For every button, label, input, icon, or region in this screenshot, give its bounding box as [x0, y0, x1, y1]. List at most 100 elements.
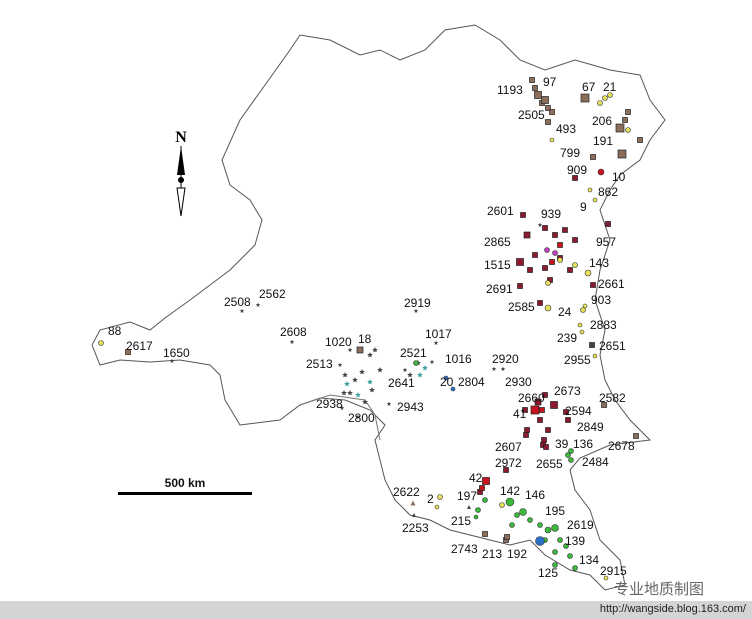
site-marker [527, 517, 533, 523]
north-arrow: N [175, 129, 187, 217]
site-marker [537, 522, 543, 528]
site-label: 2651 [599, 339, 626, 353]
site-label: 2585 [508, 300, 535, 314]
site-label: 143 [589, 256, 609, 270]
site-marker [592, 197, 598, 203]
site-marker [342, 372, 348, 378]
site-marker [169, 358, 175, 363]
site-marker [542, 225, 548, 231]
site-label: 88 [108, 324, 122, 338]
site-marker [367, 379, 373, 385]
site-label: 2915 [600, 564, 627, 578]
country-border [91, 24, 666, 591]
site-marker [590, 282, 596, 288]
site-marker [527, 267, 533, 273]
site-marker [545, 280, 551, 286]
site-marker [410, 500, 416, 506]
site-marker [565, 417, 571, 423]
site-marker [412, 513, 416, 517]
site-marker [520, 212, 526, 218]
site-label: 213 [482, 547, 502, 561]
site-marker [549, 259, 555, 265]
site-label: 2691 [486, 282, 513, 296]
site-marker [539, 407, 545, 413]
site-label: 2484 [582, 455, 609, 469]
site-label: 139 [565, 534, 585, 548]
site-marker [517, 283, 523, 289]
site-marker [530, 405, 540, 415]
site-marker [577, 322, 583, 328]
site-marker [505, 497, 515, 507]
site-marker [572, 237, 578, 243]
site-marker [482, 497, 488, 503]
site-label: 42 [469, 471, 483, 485]
site-label: 215 [451, 514, 471, 528]
site-marker [339, 405, 345, 410]
site-marker [552, 250, 558, 256]
site-marker [625, 109, 631, 115]
site-marker [417, 372, 423, 378]
site-label: 799 [560, 146, 580, 160]
site-marker [491, 366, 497, 371]
site-marker [552, 549, 558, 555]
site-label: 2617 [126, 339, 153, 353]
site-marker [355, 392, 361, 398]
site-marker [413, 308, 419, 313]
site-marker [549, 109, 555, 115]
site-marker [377, 367, 383, 373]
site-marker [552, 232, 558, 238]
site-label: 2849 [577, 420, 604, 434]
site-marker [369, 387, 375, 393]
site-label: 97 [543, 75, 557, 89]
site-marker [565, 452, 571, 458]
site-label: 2608 [280, 325, 307, 339]
site-marker [587, 187, 593, 193]
site-label: 67 [582, 80, 596, 94]
site-marker [407, 372, 413, 378]
source-url[interactable]: http://wangside.blog.163.com/ [599, 603, 746, 615]
site-marker [563, 543, 569, 549]
site-marker [542, 392, 548, 398]
site-label: 146 [525, 488, 545, 502]
site-marker [567, 267, 573, 273]
site-label: 2919 [404, 296, 431, 310]
site-label: 41 [513, 407, 527, 421]
site-marker [537, 222, 543, 227]
site-marker [347, 390, 353, 396]
site-marker [557, 242, 563, 248]
site-marker [543, 444, 549, 450]
site-marker [519, 508, 527, 516]
site-marker [434, 504, 440, 510]
site-label: 2920 [492, 352, 519, 366]
site-label: 136 [573, 437, 593, 451]
site-label: 39 [555, 437, 569, 451]
site-label: 125 [538, 566, 558, 580]
site-label: 2883 [590, 318, 617, 332]
site-label: 939 [541, 207, 561, 221]
site-label: 903 [591, 293, 611, 307]
site-marker [504, 534, 510, 540]
site-label: 2594 [565, 404, 592, 418]
site-label: 191 [593, 134, 613, 148]
site-label: 195 [545, 504, 565, 518]
site-label: 1515 [484, 258, 511, 272]
site-label: 2641 [388, 376, 415, 390]
site-label: 2930 [505, 375, 532, 389]
site-marker [516, 258, 524, 266]
site-label: 2601 [487, 204, 514, 218]
site-marker [637, 137, 643, 143]
site-marker [544, 304, 552, 312]
site-label: 2673 [554, 384, 581, 398]
site-label: 1020 [325, 335, 352, 349]
site-marker [580, 307, 586, 313]
site-label: 1017 [425, 327, 452, 341]
site-marker [429, 359, 435, 364]
site-label: 2972 [495, 456, 522, 470]
site-label: 2 [427, 492, 434, 506]
site-marker [500, 366, 506, 371]
site-marker [473, 514, 479, 520]
site-marker [572, 175, 578, 181]
site-label: 206 [592, 114, 612, 128]
site-label: 2562 [259, 287, 286, 301]
site-marker [582, 303, 588, 309]
